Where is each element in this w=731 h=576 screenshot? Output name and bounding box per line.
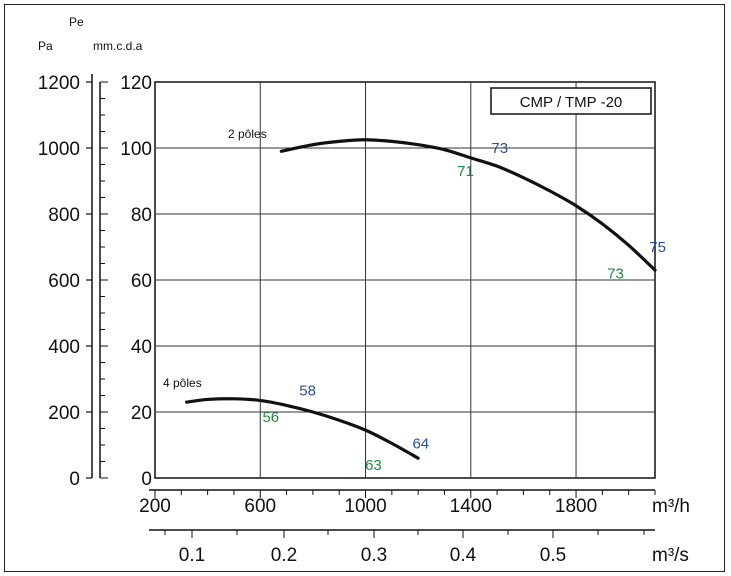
annotation-label: 73 xyxy=(607,265,624,282)
series-label: 2 pôles xyxy=(228,127,267,141)
mm-tick-label: 100 xyxy=(120,139,152,160)
x2-tick-label: 0.2 xyxy=(271,545,297,566)
y-unit-mmcda: mm.c.d.a xyxy=(93,39,143,53)
pa-tick-label: 800 xyxy=(48,205,80,226)
x2-tick-label: 0.1 xyxy=(179,545,205,566)
annotation-label: 63 xyxy=(365,457,382,474)
x2-tick-label: 0.3 xyxy=(361,545,387,566)
x2-tick-label: 0.4 xyxy=(450,545,477,566)
x-tick-label: 600 xyxy=(244,496,276,517)
chart-title: CMP / TMP -20 xyxy=(520,94,623,111)
series-label: 4 pôles xyxy=(163,376,202,390)
pa-tick-label: 1000 xyxy=(38,139,80,160)
y-unit-pa: Pa xyxy=(38,39,53,53)
x-tick-label: 1400 xyxy=(450,496,492,517)
pa-tick-label: 0 xyxy=(69,469,80,490)
x-tick-label: 1800 xyxy=(555,496,597,517)
x-unit-flow-h: m³/h xyxy=(652,496,690,517)
pa-tick-label: 200 xyxy=(48,403,80,424)
pa-tick-label: 400 xyxy=(48,337,80,358)
legend-box xyxy=(490,87,652,115)
annotation-label: 56 xyxy=(262,409,279,426)
x2-tick-label: 0.5 xyxy=(540,545,566,566)
pa-tick-label: 1200 xyxy=(38,73,80,94)
annotation-label: 58 xyxy=(299,383,316,400)
annotation-label: 71 xyxy=(457,163,474,180)
y-unit-pe: Pe xyxy=(69,15,84,29)
series-curve-2-poles xyxy=(279,138,657,272)
mm-tick-label: 0 xyxy=(141,469,152,490)
x-tick-label: 1000 xyxy=(344,496,386,517)
pa-tick-label: 600 xyxy=(48,271,80,292)
annotation-label: 73 xyxy=(491,140,508,157)
annotation-label: 64 xyxy=(412,435,429,452)
mm-tick-label: 40 xyxy=(131,337,152,358)
mm-tick-label: 80 xyxy=(131,205,152,226)
mm-tick-label: 20 xyxy=(131,403,152,424)
annotation-label: 75 xyxy=(649,239,666,256)
x-unit-flow-s: m³/s xyxy=(652,545,689,566)
series-curve-4-poles xyxy=(184,397,420,460)
mm-tick-label: 120 xyxy=(120,73,152,94)
mm-tick-label: 60 xyxy=(131,271,152,292)
x-tick-label: 200 xyxy=(139,496,171,517)
